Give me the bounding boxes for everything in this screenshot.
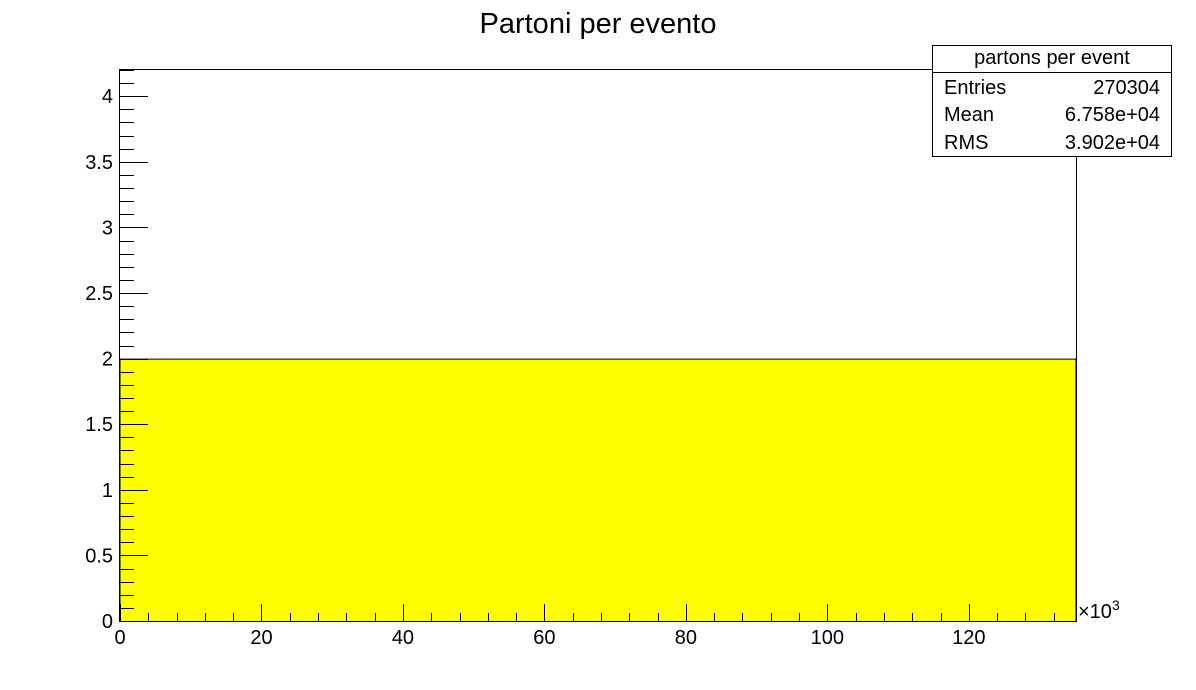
stats-entries-label: Entries (944, 77, 1006, 99)
bars-layer (119, 358, 1077, 621)
axes-layer: 00.511.522.533.540 20 40 60 80 100 120 (85, 70, 1055, 649)
y-tick-label: 0.5 (85, 545, 113, 567)
x-tick-label: 100 (811, 627, 844, 649)
y-tick-label: 0 (102, 611, 113, 633)
x-tick-label: 120 (952, 627, 985, 649)
x-multiplier-base: ×10 (1078, 601, 1112, 623)
x-tick-label: 80 (675, 627, 697, 649)
y-tick-label: 4 (102, 86, 113, 108)
y-tick-label: 3 (102, 217, 113, 239)
y-tick-label: 3.5 (85, 152, 113, 174)
stats-rms-value: 3.902e+04 (1065, 132, 1160, 154)
x-tick-label: 20 (250, 627, 272, 649)
histogram-bin (120, 358, 1076, 621)
stats-box-title: partons per event (974, 47, 1130, 69)
stats-entries-value: 270304 (1093, 77, 1160, 99)
stats-box: partons per event Entries 270304 Mean 6.… (932, 45, 1172, 157)
y-tick-label: 2.5 (85, 283, 113, 305)
x-tick-label: 0 (114, 627, 125, 649)
stats-box-frame (932, 45, 1172, 157)
stats-mean-value: 6.758e+04 (1065, 104, 1160, 126)
x-tick-label: 60 (533, 627, 555, 649)
x-axis-multiplier: ×103 (1078, 597, 1120, 623)
stats-mean-label: Mean (944, 104, 994, 126)
chart-title: Partoni per evento (480, 8, 717, 40)
x-multiplier-exponent: 3 (1112, 597, 1120, 613)
y-tick-label: 1.5 (85, 414, 113, 436)
y-tick-label: 1 (102, 480, 113, 502)
y-tick-label: 2 (102, 349, 113, 371)
x-tick-label: 40 (392, 627, 414, 649)
plot-frame (119, 69, 1077, 622)
stats-rms-label: RMS (944, 132, 988, 154)
